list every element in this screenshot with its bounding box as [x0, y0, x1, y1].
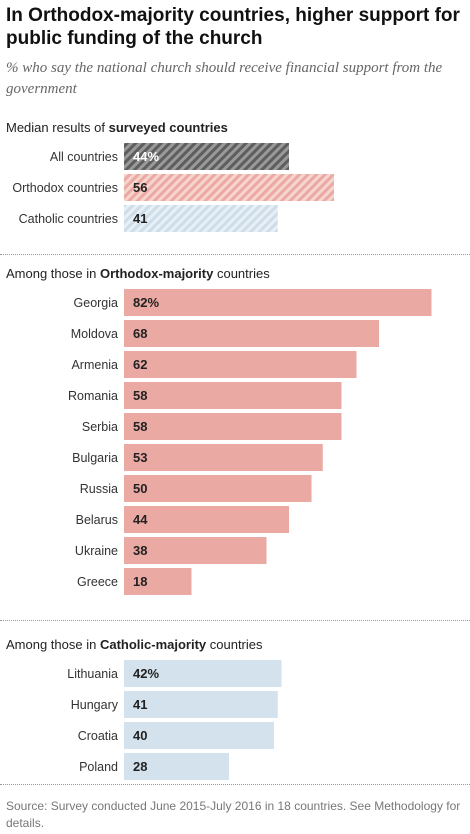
- data-label: 58: [133, 419, 147, 434]
- bar-chart-svg: Georgia 82% Moldova 68 Armenia 62 Romania 58 Ser…: [68, 289, 432, 595]
- bar: [124, 537, 267, 564]
- bar: [124, 320, 379, 347]
- category-label: Georgia: [74, 296, 119, 310]
- category-label: All countries: [50, 150, 118, 164]
- category-label: Orthodox countries: [12, 181, 118, 195]
- data-label: 44: [133, 512, 148, 527]
- data-label: 28: [133, 759, 147, 774]
- chart-title: In Orthodox-majority countries, higher s…: [6, 5, 460, 49]
- section-heading-emphasis: Catholic-majority: [99, 637, 207, 652]
- section-divider: [0, 254, 470, 255]
- orthodox-chart: Georgia 82% Moldova 68 Armenia 62 Romania 58 Ser…: [0, 287, 470, 599]
- section-heading-suffix: countries: [206, 637, 263, 652]
- category-label: Poland: [79, 760, 118, 774]
- category-label: Greece: [77, 575, 118, 589]
- bar: [124, 143, 289, 170]
- section-heading-emphasis: Orthodox-majority: [99, 266, 214, 281]
- category-label: Romania: [68, 389, 118, 403]
- bar: [124, 722, 274, 749]
- data-label: 68: [133, 326, 147, 341]
- category-label: Moldova: [71, 327, 118, 341]
- category-label: Ukraine: [75, 544, 118, 558]
- bar: [124, 568, 192, 595]
- category-label: Catholic countries: [19, 212, 118, 226]
- data-label: 41: [133, 697, 147, 712]
- bar: [124, 660, 282, 687]
- category-label: Croatia: [78, 729, 118, 743]
- bar: [124, 289, 432, 316]
- bar: [124, 506, 289, 533]
- bar: [124, 205, 278, 232]
- section-divider: [0, 784, 470, 785]
- bar: [124, 475, 312, 502]
- bar: [124, 753, 229, 780]
- data-label: 42%: [133, 666, 159, 681]
- data-label: 82%: [133, 295, 159, 310]
- category-label: Belarus: [76, 513, 118, 527]
- section-heading-prefix: Median results of: [6, 120, 109, 135]
- section-heading-orthodox: Among those in Orthodox-majority countri…: [6, 266, 270, 281]
- category-label: Russia: [80, 482, 118, 496]
- section-heading-prefix: Among those in: [6, 637, 100, 652]
- data-label: 41: [133, 211, 147, 226]
- median-chart: All countries 44% Orthodox countries 56 Cath…: [0, 141, 470, 236]
- chart-subtitle: % who say the national church should rec…: [6, 60, 443, 97]
- section-heading-emphasis: surveyed countries: [108, 120, 228, 135]
- data-label: 18: [133, 574, 147, 589]
- data-label: 38: [133, 543, 147, 558]
- category-label: Lithuania: [67, 667, 118, 681]
- data-label: 53: [133, 450, 147, 465]
- category-label: Bulgaria: [72, 451, 118, 465]
- bar: [124, 351, 357, 378]
- category-label: Armenia: [71, 358, 118, 372]
- section-heading-prefix: Among those in: [6, 266, 100, 281]
- category-label: Hungary: [71, 698, 119, 712]
- bar: [124, 382, 342, 409]
- section-heading-suffix: countries: [213, 266, 270, 281]
- data-label: 56: [133, 180, 147, 195]
- bar: [124, 174, 334, 201]
- bar-chart-svg: All countries 44% Orthodox countries 56 Cath…: [12, 143, 334, 232]
- data-label: 40: [133, 728, 147, 743]
- data-label: 62: [133, 357, 147, 372]
- catholic-chart: Lithuania 42% Hungary 41 Croatia 40 Poland 28: [0, 658, 470, 784]
- bar-chart-svg: Lithuania 42% Hungary 41 Croatia 40 Poland 28: [67, 660, 282, 780]
- bar: [124, 691, 278, 718]
- section-heading-median: Median results of surveyed countries: [6, 120, 228, 135]
- section-heading-catholic: Among those in Catholic-majority countri…: [6, 637, 263, 652]
- source-note: Source: Survey conducted June 2015-July …: [6, 799, 461, 830]
- bar: [124, 413, 342, 440]
- data-label: 44%: [133, 149, 159, 164]
- data-label: 50: [133, 481, 147, 496]
- category-label: Serbia: [82, 420, 118, 434]
- section-divider: [0, 620, 470, 621]
- bar: [124, 444, 323, 471]
- data-label: 58: [133, 388, 147, 403]
